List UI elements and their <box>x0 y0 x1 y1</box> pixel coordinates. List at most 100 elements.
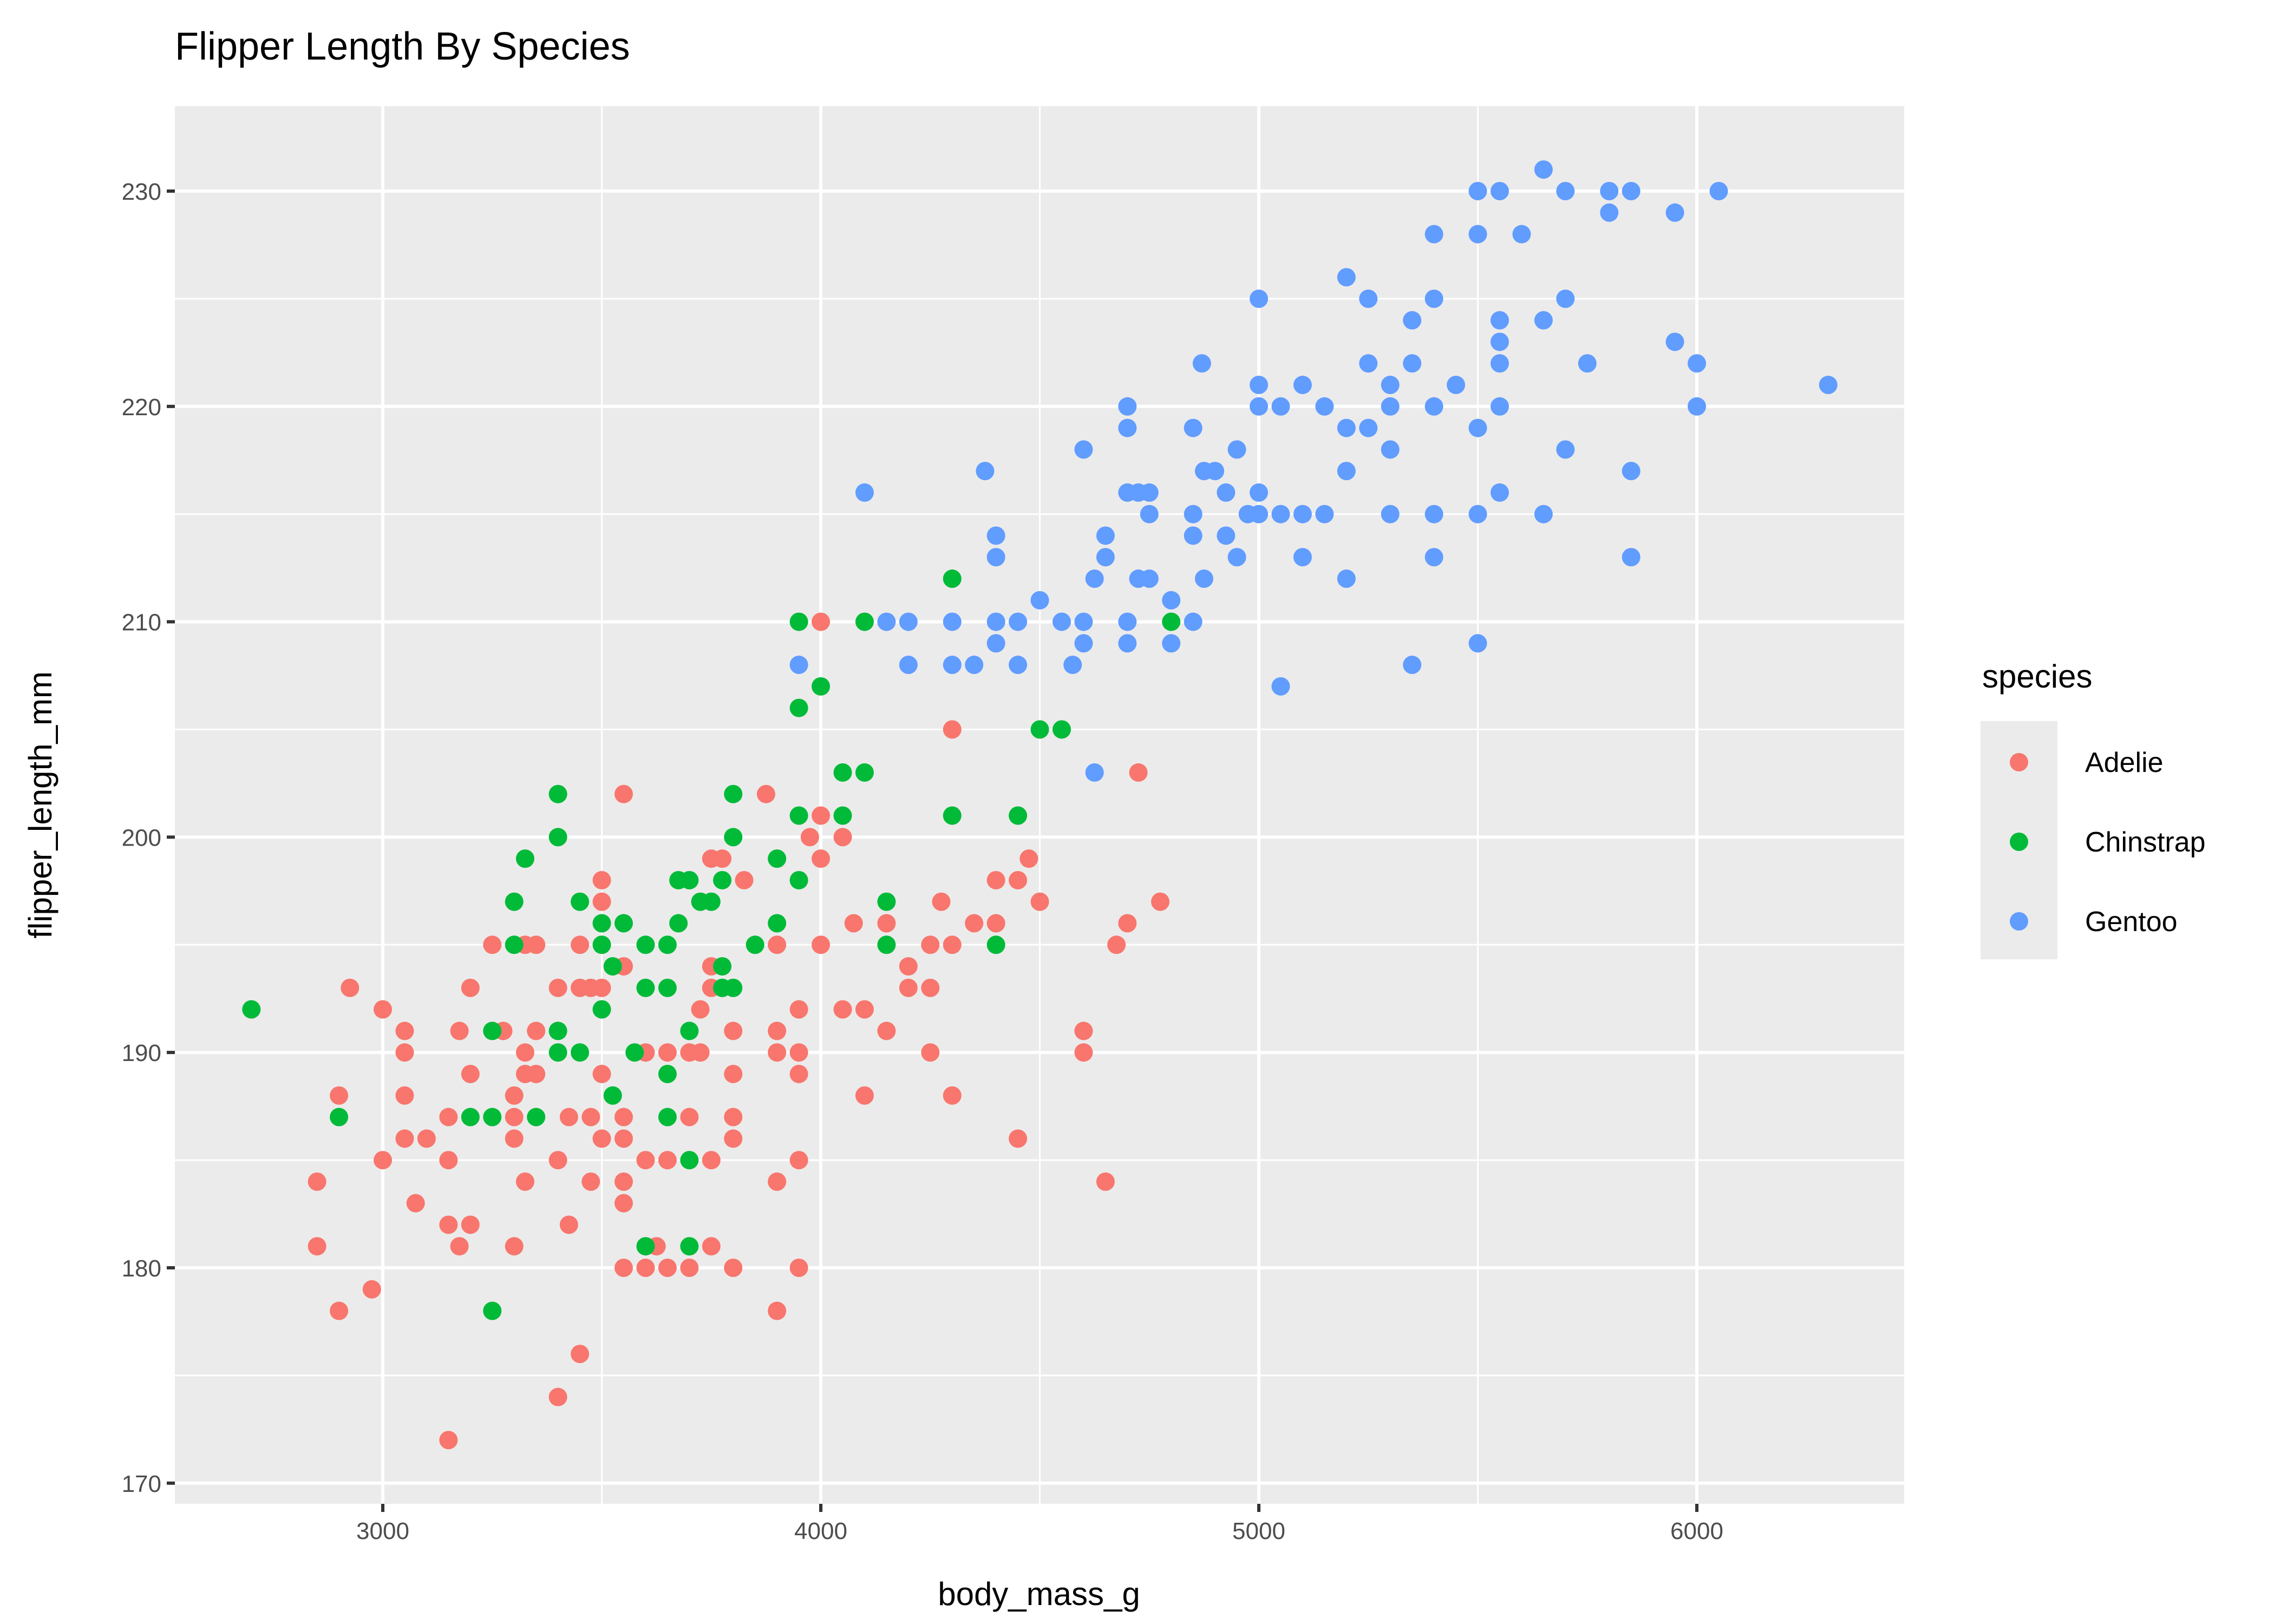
data-point-gentoo <box>1250 483 1268 502</box>
data-point-adelie <box>1151 892 1169 911</box>
data-point-chinstrap <box>669 914 688 933</box>
data-point-gentoo <box>1424 548 1443 567</box>
data-point-gentoo <box>1622 462 1641 481</box>
data-point-gentoo <box>899 612 918 631</box>
data-point-chinstrap <box>515 849 534 868</box>
data-point-gentoo <box>1118 397 1137 416</box>
data-point-adelie <box>505 1237 524 1256</box>
x-axis-title: body_mass_g <box>938 1576 1140 1612</box>
data-point-adelie <box>614 1194 633 1213</box>
data-point-adelie <box>461 978 480 997</box>
data-point-gentoo <box>1074 440 1093 459</box>
data-point-adelie <box>965 914 984 933</box>
data-point-chinstrap <box>855 763 874 782</box>
data-point-gentoo <box>1140 483 1159 502</box>
data-point-adelie <box>702 1151 721 1170</box>
data-point-chinstrap <box>330 1108 349 1127</box>
data-point-adelie <box>789 1000 808 1019</box>
axes: 3000 4000 5000 6000 170 180 190 200 210 220 230 <box>122 179 1723 1544</box>
data-point-gentoo <box>1162 591 1181 610</box>
data-point-gentoo <box>1403 311 1422 330</box>
data-point-gentoo <box>1600 182 1619 200</box>
data-point-adelie <box>768 1172 787 1191</box>
data-point-adelie <box>406 1194 425 1213</box>
data-point-gentoo <box>1468 634 1487 653</box>
data-point-chinstrap <box>636 935 655 954</box>
data-point-chinstrap <box>724 978 743 997</box>
data-point-gentoo <box>1227 440 1246 459</box>
data-point-chinstrap <box>724 828 743 847</box>
data-point-gentoo <box>1206 462 1225 481</box>
data-point-adelie <box>1129 763 1148 782</box>
data-point-chinstrap <box>548 784 567 803</box>
legend: species Adelie Chinstrap Gentoo <box>1981 658 2206 959</box>
data-point-adelie <box>789 1043 808 1062</box>
data-point-chinstrap <box>1162 612 1181 631</box>
data-point-gentoo <box>1622 548 1641 567</box>
data-point-adelie <box>812 849 830 868</box>
data-point-adelie <box>921 978 940 997</box>
data-point-adelie <box>362 1280 381 1299</box>
data-point-chinstrap <box>658 1108 677 1127</box>
data-point-adelie <box>702 1237 721 1256</box>
data-point-gentoo <box>1293 505 1312 523</box>
data-point-adelie <box>986 870 1005 889</box>
data-point-gentoo <box>1085 763 1104 782</box>
x-tick-label: 4000 <box>794 1518 847 1544</box>
data-point-gentoo <box>1622 182 1641 200</box>
data-point-gentoo <box>1250 505 1268 523</box>
data-point-gentoo <box>1052 612 1071 631</box>
data-point-adelie <box>899 957 918 976</box>
data-point-gentoo <box>1184 526 1203 545</box>
data-point-chinstrap <box>592 1000 611 1019</box>
data-point-gentoo <box>1424 505 1443 523</box>
data-point-adelie <box>1074 1021 1093 1040</box>
data-point-adelie <box>691 1043 710 1062</box>
data-point-gentoo <box>1009 656 1028 675</box>
data-point-adelie <box>768 1301 787 1320</box>
data-point-adelie <box>855 1000 874 1019</box>
data-point-adelie <box>592 1129 611 1148</box>
legend-key-adelie <box>2010 753 2028 771</box>
data-point-adelie <box>877 914 896 933</box>
data-point-adelie <box>1009 1129 1028 1148</box>
legend-label-adelie: Adelie <box>2085 747 2164 778</box>
data-point-adelie <box>439 1431 458 1450</box>
data-point-gentoo <box>1424 397 1443 416</box>
data-point-chinstrap <box>768 849 787 868</box>
data-point-chinstrap <box>833 763 852 782</box>
y-tick-label: 170 <box>122 1471 161 1497</box>
data-point-gentoo <box>1140 569 1159 588</box>
data-point-gentoo <box>1534 505 1553 523</box>
data-point-adelie <box>1096 1172 1115 1191</box>
data-point-gentoo <box>1293 376 1312 395</box>
data-point-adelie <box>592 1064 611 1083</box>
data-point-gentoo <box>1381 397 1400 416</box>
data-point-chinstrap <box>1030 720 1049 739</box>
data-point-gentoo <box>943 612 962 631</box>
data-point-chinstrap <box>746 935 764 954</box>
data-point-chinstrap <box>636 1237 655 1256</box>
data-point-adelie <box>395 1086 414 1105</box>
data-point-chinstrap <box>592 935 611 954</box>
data-point-chinstrap <box>658 1064 677 1083</box>
data-point-chinstrap <box>877 935 896 954</box>
data-point-gentoo <box>789 656 808 675</box>
data-point-chinstrap <box>658 978 677 997</box>
data-point-gentoo <box>1118 612 1137 631</box>
y-tick-label: 200 <box>122 824 161 851</box>
data-point-adelie <box>855 1086 874 1105</box>
data-point-chinstrap <box>680 1021 699 1040</box>
data-point-chinstrap <box>636 978 655 997</box>
data-point-gentoo <box>1688 397 1706 416</box>
data-point-gentoo <box>1359 289 1378 308</box>
y-tick-label: 190 <box>122 1040 161 1066</box>
data-point-chinstrap <box>713 870 731 889</box>
data-point-chinstrap <box>680 870 699 889</box>
data-point-adelie <box>768 1021 787 1040</box>
data-point-gentoo <box>1424 289 1443 308</box>
data-point-gentoo <box>899 656 918 675</box>
data-point-adelie <box>1118 914 1137 933</box>
data-point-gentoo <box>1315 505 1334 523</box>
